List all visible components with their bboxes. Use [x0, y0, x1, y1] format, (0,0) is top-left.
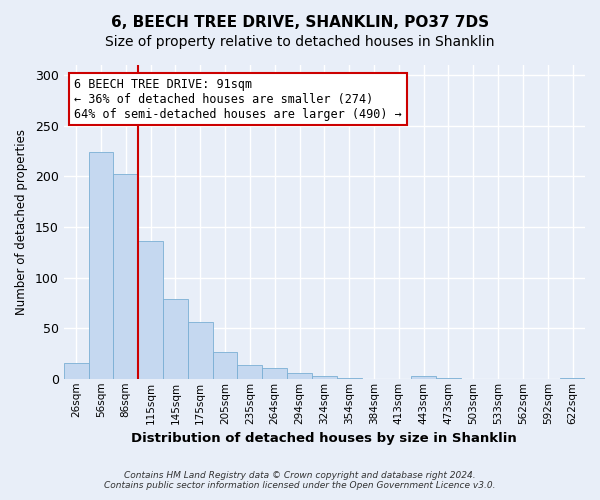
Bar — [89, 152, 113, 379]
Text: Contains HM Land Registry data © Crown copyright and database right 2024.
Contai: Contains HM Land Registry data © Crown c… — [104, 470, 496, 490]
Bar — [188, 322, 212, 379]
Bar — [238, 364, 262, 379]
Bar — [163, 299, 188, 379]
Bar — [337, 378, 362, 379]
Bar — [287, 372, 312, 379]
Bar — [262, 368, 287, 379]
X-axis label: Distribution of detached houses by size in Shanklin: Distribution of detached houses by size … — [131, 432, 517, 445]
Bar — [312, 376, 337, 379]
Bar — [212, 352, 238, 379]
Text: 6 BEECH TREE DRIVE: 91sqm
← 36% of detached houses are smaller (274)
64% of semi: 6 BEECH TREE DRIVE: 91sqm ← 36% of detac… — [74, 78, 402, 120]
Bar — [560, 378, 585, 379]
Text: Size of property relative to detached houses in Shanklin: Size of property relative to detached ho… — [105, 35, 495, 49]
Bar — [138, 241, 163, 379]
Bar — [411, 376, 436, 379]
Bar — [113, 174, 138, 379]
Bar — [436, 378, 461, 379]
Y-axis label: Number of detached properties: Number of detached properties — [15, 129, 28, 315]
Text: 6, BEECH TREE DRIVE, SHANKLIN, PO37 7DS: 6, BEECH TREE DRIVE, SHANKLIN, PO37 7DS — [111, 15, 489, 30]
Bar — [64, 362, 89, 379]
